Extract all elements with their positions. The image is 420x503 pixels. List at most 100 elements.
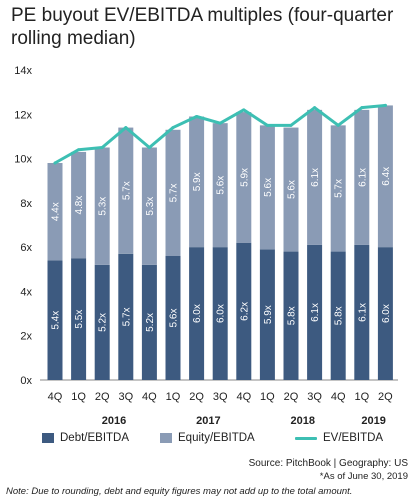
y-tick-label: 14x: [14, 65, 32, 77]
bar-equity: [354, 109, 370, 245]
year-label: 2017: [196, 415, 220, 427]
bar-debt: [47, 260, 63, 380]
label-equity: 6.1x: [310, 168, 321, 187]
ev-ebitda-point: [147, 146, 151, 149]
label-equity: 5.9x: [192, 172, 203, 191]
x-tick-label: 4Q: [331, 391, 346, 403]
label-debt: 5.8x: [334, 306, 345, 325]
bar-debt: [354, 244, 370, 380]
chart-area: 0x 2x 4x 6x 8x 10x 12x 14x 5.4x 4.4x 4Q 5.5x 4.8x 1Q 5…: [14, 65, 398, 427]
x-tick-label: 2Q: [189, 391, 204, 403]
bar-debt: [118, 253, 134, 380]
ev-ebitda-point: [218, 121, 222, 125]
bar-equity: [236, 112, 252, 243]
label-debt: 5.2x: [145, 313, 156, 332]
label-debt: 5.6x: [169, 309, 180, 328]
bar-equity: [94, 147, 110, 265]
bar-equity: [212, 123, 228, 248]
label-debt: 5.9x: [263, 305, 274, 324]
x-tick-label: 1Q: [260, 391, 275, 403]
legend-swatch-debt: [42, 433, 54, 443]
source-note: Source: PitchBook | Geography: US: [248, 458, 408, 469]
label-equity: 6.4x: [381, 167, 392, 186]
x-tick-label: 1Q: [71, 391, 86, 403]
label-debt: 6.0x: [216, 304, 227, 323]
x-tick-label: 3Q: [213, 391, 228, 403]
x-tick-label: 2Q: [378, 391, 393, 403]
legend-swatch-equity: [160, 433, 172, 443]
x-tick-label: 4Q: [48, 391, 63, 403]
label-debt: 5.8x: [287, 306, 298, 325]
bar-equity: [47, 163, 63, 261]
label-equity: 5.6x: [216, 176, 227, 195]
label-debt: 5.5x: [74, 310, 85, 329]
label-debt: 5.4x: [51, 311, 62, 330]
label-equity: 5.7x: [121, 181, 132, 200]
bar-debt: [94, 264, 110, 380]
x-tick-label: 2Q: [284, 391, 299, 403]
ev-ebitda-point: [336, 123, 340, 127]
y-tick-label: 2x: [20, 331, 32, 343]
bar-debt: [189, 247, 205, 380]
ev-ebitda-point: [53, 161, 57, 165]
y-tick-label: 12x: [14, 109, 32, 121]
bar-equity: [141, 147, 157, 265]
label-equity: 5.7x: [169, 183, 180, 202]
year-label: 2019: [361, 415, 385, 427]
ev-ebitda-point: [100, 146, 104, 149]
bar-equity: [165, 129, 181, 256]
ev-ebitda-point: [124, 126, 128, 130]
as-of-note: *As of June 30, 2019: [319, 471, 408, 482]
ev-ebitda-point: [360, 106, 364, 110]
ev-ebitda-point: [265, 123, 269, 127]
bar-debt: [212, 247, 228, 380]
y-tick-label: 0x: [20, 375, 32, 387]
chart-legend: Debt/EBITDA Equity/EBITDA EV/EBITDA: [0, 432, 420, 450]
x-tick-label: 4Q: [236, 391, 251, 403]
bar-equity: [307, 109, 323, 245]
label-debt: 6.1x: [310, 303, 321, 322]
ev-ebitda-point: [77, 148, 81, 152]
bar-debt: [259, 249, 275, 380]
legend-item-equity: Equity/EBITDA: [160, 432, 255, 444]
label-equity: 6.1x: [357, 168, 368, 187]
bar-equity: [189, 116, 205, 248]
label-equity: 4.4x: [51, 202, 62, 221]
bar-equity: [377, 105, 393, 248]
y-tick-label: 10x: [14, 154, 32, 166]
ev-ebitda-point: [289, 123, 293, 127]
x-tick-label: 3Q: [118, 391, 133, 403]
label-debt: 6.2x: [239, 302, 250, 321]
label-equity: 5.3x: [145, 197, 156, 216]
x-tick-label: 4Q: [142, 391, 157, 403]
label-equity: 4.8x: [74, 196, 85, 215]
bar-debt: [165, 256, 181, 380]
bar-debt: [71, 258, 87, 380]
ev-ebitda-point: [383, 103, 387, 107]
bar-debt: [283, 251, 299, 380]
bar-equity: [71, 151, 87, 259]
label-debt: 6.1x: [357, 303, 368, 322]
ev-ebitda-point: [195, 115, 199, 118]
label-debt: 5.2x: [98, 313, 109, 332]
label-debt: 5.7x: [121, 307, 132, 326]
legend-label-ev: EV/EBITDA: [323, 432, 384, 444]
legend-label-equity: Equity/EBITDA: [178, 432, 255, 444]
y-tick-label: 4x: [20, 286, 32, 298]
label-equity: 5.9x: [239, 168, 250, 187]
legend-item-debt: Debt/EBITDA: [42, 432, 129, 444]
year-label: 2018: [291, 415, 315, 427]
bar-equity: [330, 125, 346, 252]
bar-equity: [118, 127, 134, 254]
bar-debt: [141, 264, 157, 380]
rounding-note: Note: Due to rounding, debt and equity f…: [6, 486, 353, 497]
bar-debt: [377, 247, 393, 380]
legend-line-ev: [295, 436, 317, 440]
x-tick-label: 1Q: [354, 391, 369, 403]
ev-ebitda-point: [171, 126, 175, 130]
label-equity: 5.6x: [287, 180, 298, 199]
legend-item-ev: EV/EBITDA: [295, 432, 383, 444]
legend-label-debt: Debt/EBITDA: [60, 432, 130, 444]
x-tick-label: 2Q: [95, 391, 110, 403]
bar-equity: [259, 125, 275, 250]
